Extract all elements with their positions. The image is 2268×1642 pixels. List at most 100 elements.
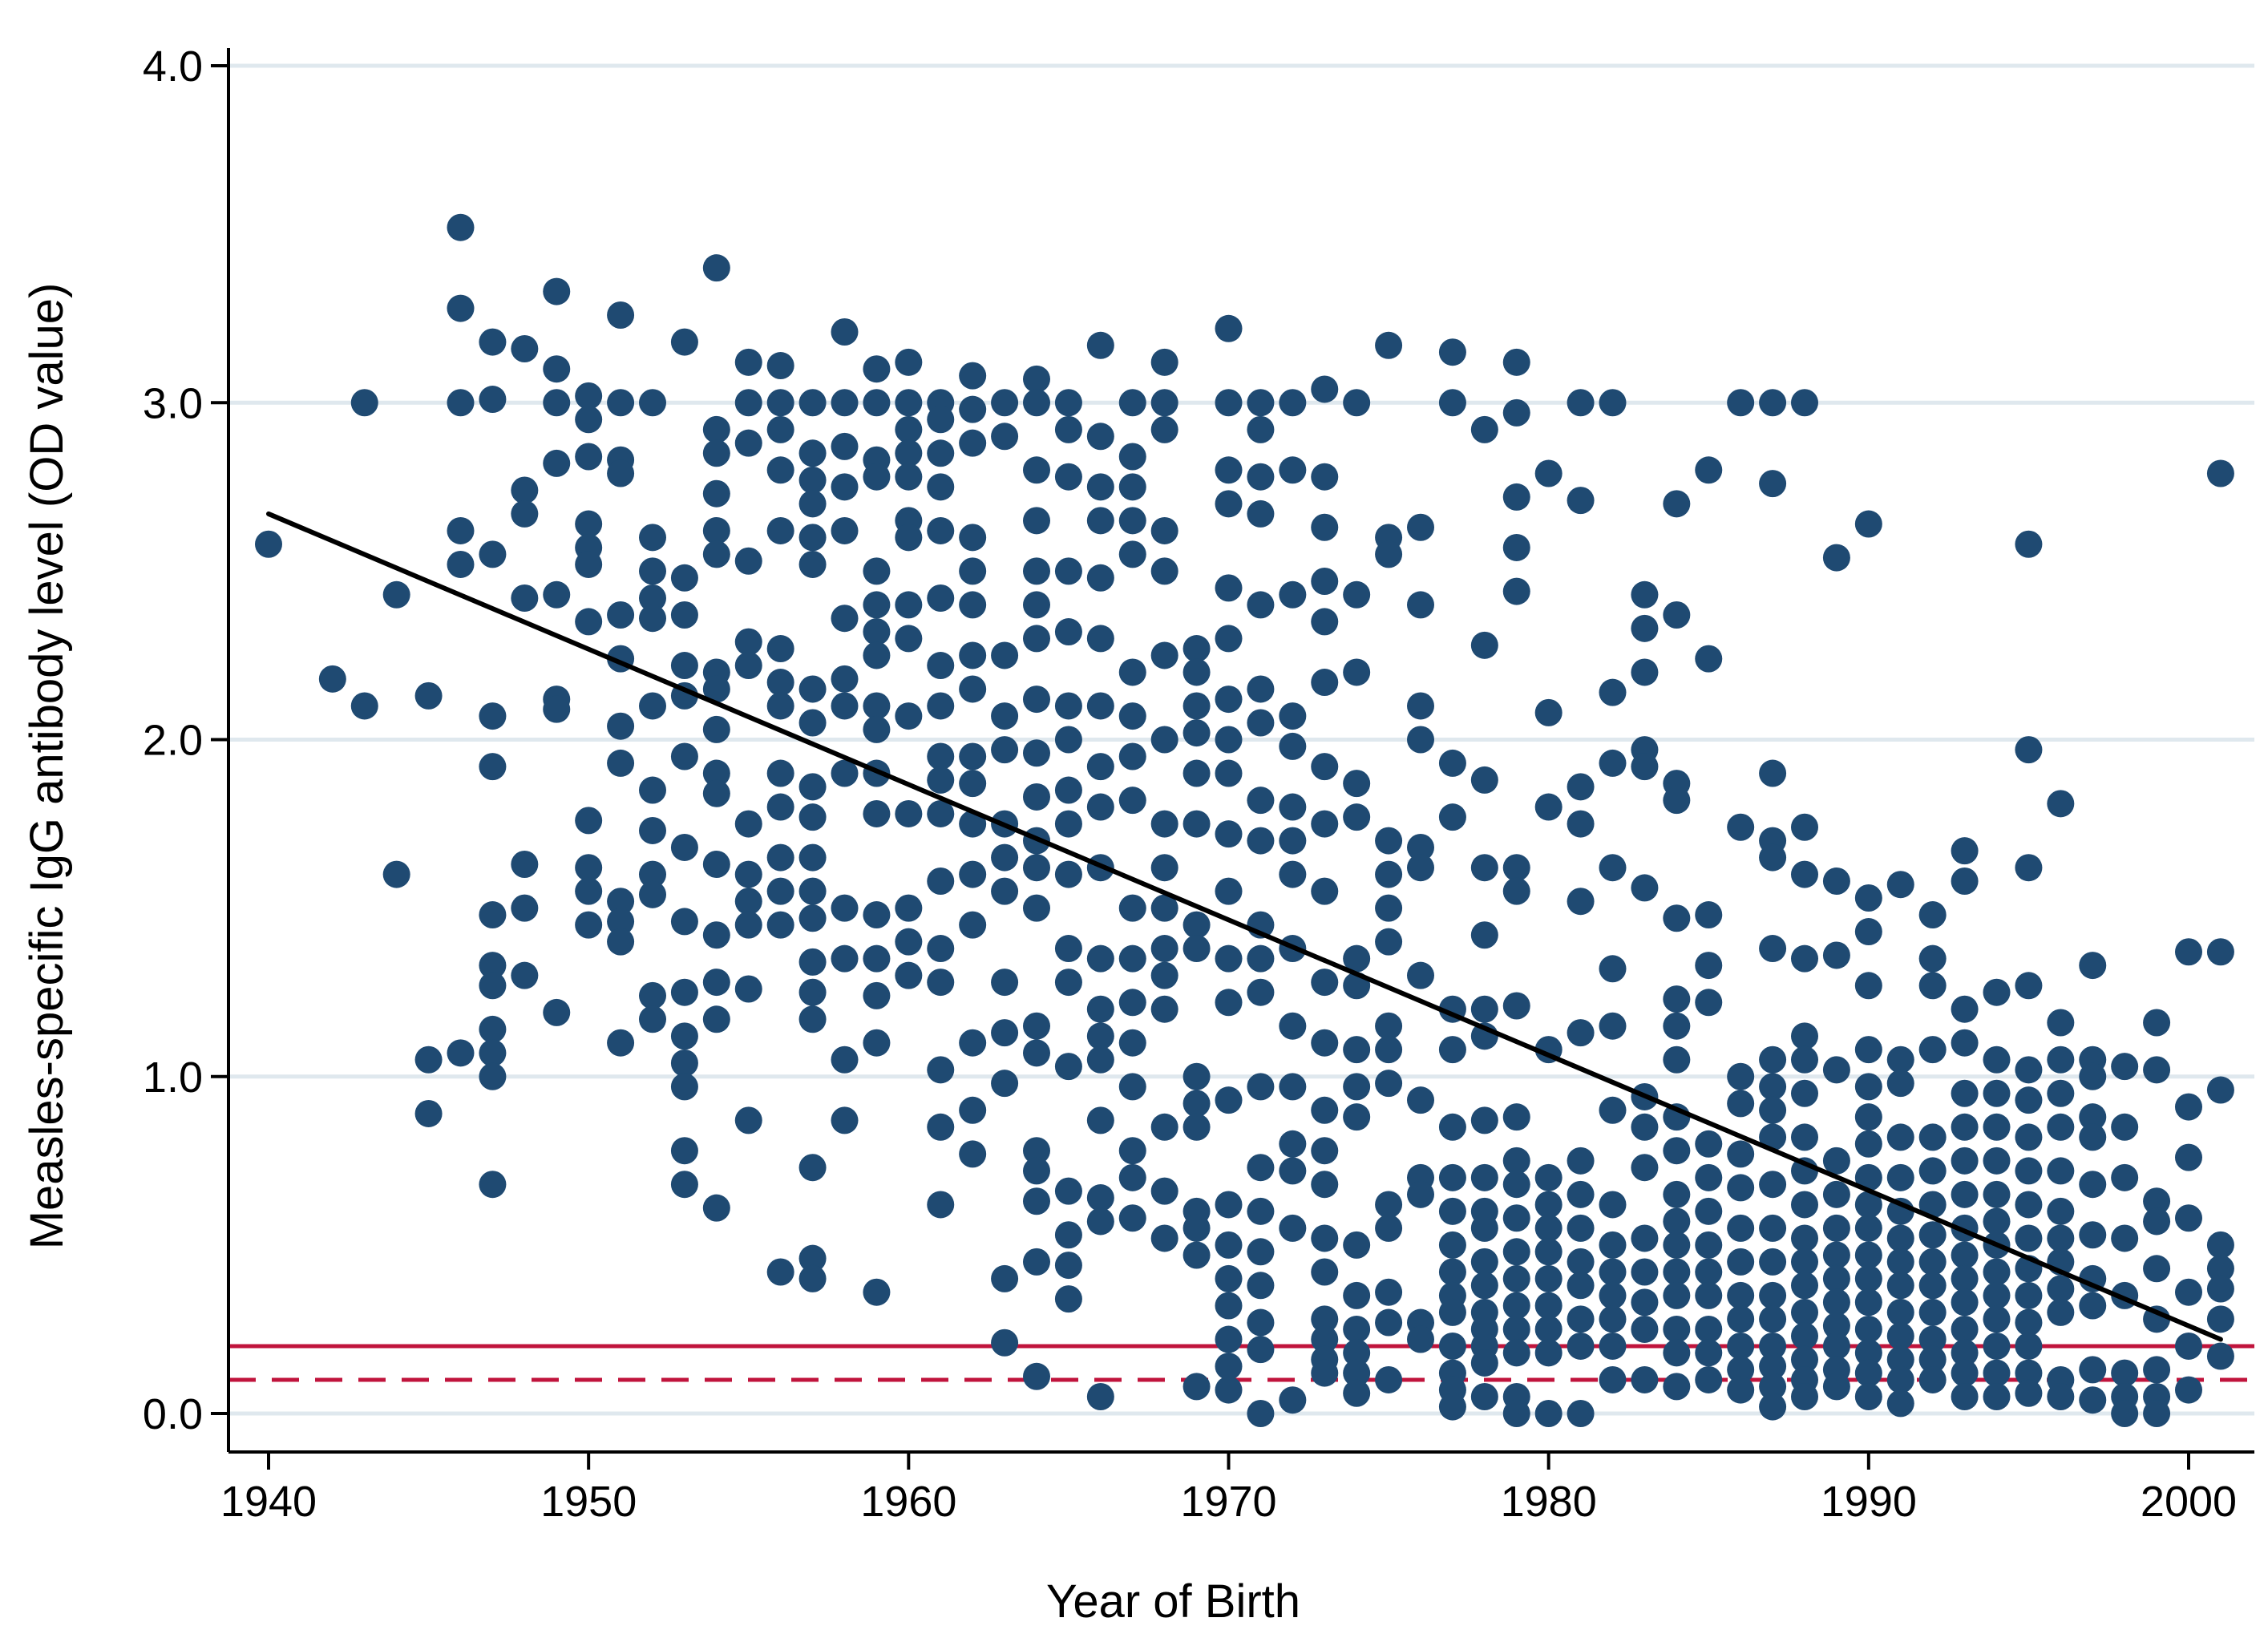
data-point bbox=[1247, 499, 1275, 528]
data-point bbox=[1023, 739, 1050, 767]
data-point bbox=[1727, 1248, 1755, 1276]
data-point bbox=[1215, 944, 1243, 973]
data-point bbox=[1311, 1258, 1339, 1286]
data-point bbox=[991, 877, 1019, 905]
data-point bbox=[798, 1154, 827, 1182]
data-point bbox=[1086, 507, 1114, 535]
data-point bbox=[1438, 1258, 1466, 1286]
data-point bbox=[1567, 810, 1595, 838]
data-point bbox=[1502, 877, 1530, 905]
data-point bbox=[927, 799, 955, 827]
data-point bbox=[863, 715, 891, 743]
data-point bbox=[1311, 375, 1339, 403]
data-point bbox=[1438, 1231, 1466, 1259]
data-point bbox=[1407, 692, 1434, 720]
data-point bbox=[607, 712, 635, 740]
data-point bbox=[414, 681, 443, 710]
data-point bbox=[1854, 1315, 1882, 1343]
data-point bbox=[1502, 992, 1530, 1020]
data-point bbox=[1854, 1163, 1882, 1191]
data-point bbox=[1407, 854, 1434, 882]
data-point bbox=[1599, 1231, 1627, 1259]
data-point bbox=[607, 928, 635, 956]
data-point bbox=[2206, 1342, 2234, 1370]
data-point bbox=[1086, 1382, 1114, 1410]
data-point bbox=[1438, 1163, 1466, 1191]
data-point bbox=[607, 888, 635, 916]
data-point bbox=[1534, 793, 1563, 821]
x-tick-label: 2000 bbox=[2141, 1478, 2237, 1526]
data-points bbox=[255, 213, 2234, 1427]
data-point bbox=[1086, 625, 1114, 653]
data-point bbox=[734, 652, 762, 680]
data-point bbox=[1854, 1288, 1882, 1316]
data-point bbox=[1822, 1147, 1850, 1175]
data-point bbox=[1118, 658, 1146, 686]
data-point bbox=[2047, 1045, 2075, 1074]
data-point bbox=[1951, 1288, 1979, 1316]
y-tick-label: 2.0 bbox=[143, 717, 203, 765]
data-point bbox=[1407, 961, 1434, 989]
data-point bbox=[1695, 1339, 1723, 1367]
data-point bbox=[1663, 1207, 1691, 1236]
data-point bbox=[1759, 389, 1787, 417]
data-point bbox=[639, 860, 666, 888]
data-point bbox=[575, 911, 603, 939]
data-point bbox=[863, 641, 891, 669]
data-point bbox=[895, 524, 923, 552]
data-point bbox=[2143, 1187, 2171, 1215]
data-point bbox=[1759, 843, 1787, 872]
data-point bbox=[1886, 1045, 1914, 1074]
data-point bbox=[1951, 868, 1979, 896]
data-point bbox=[927, 1113, 955, 1141]
data-point bbox=[927, 969, 955, 997]
data-point bbox=[1502, 577, 1530, 605]
data-point bbox=[1695, 1365, 1723, 1393]
data-point bbox=[447, 516, 475, 544]
data-point bbox=[863, 1278, 891, 1306]
data-point bbox=[766, 911, 794, 939]
data-point bbox=[670, 1137, 698, 1165]
data-point bbox=[1118, 742, 1146, 770]
data-point bbox=[1023, 1039, 1050, 1067]
data-point bbox=[1150, 1113, 1178, 1141]
data-point bbox=[959, 591, 987, 619]
data-point bbox=[1791, 1248, 1818, 1276]
data-point bbox=[1086, 753, 1114, 781]
data-point bbox=[959, 742, 987, 770]
data-point bbox=[1791, 1079, 1818, 1107]
data-point bbox=[1502, 1339, 1530, 1367]
data-point bbox=[1150, 557, 1178, 585]
data-point bbox=[1215, 389, 1243, 417]
data-point bbox=[895, 799, 923, 827]
x-tick-label: 1950 bbox=[540, 1478, 637, 1526]
data-point bbox=[1663, 1339, 1691, 1367]
data-point bbox=[447, 550, 475, 578]
data-point bbox=[1470, 854, 1498, 882]
data-point bbox=[1150, 1224, 1178, 1252]
data-point bbox=[895, 439, 923, 467]
data-point bbox=[1086, 564, 1114, 592]
data-point bbox=[1759, 1353, 1787, 1381]
data-point bbox=[255, 530, 282, 558]
data-point bbox=[2111, 1224, 2139, 1252]
data-point bbox=[1886, 1123, 1914, 1151]
data-point bbox=[798, 439, 827, 467]
data-point bbox=[927, 935, 955, 963]
data-point bbox=[2206, 1231, 2234, 1259]
data-point bbox=[991, 1070, 1019, 1098]
data-point bbox=[959, 362, 987, 390]
data-point bbox=[927, 766, 955, 794]
data-point bbox=[1759, 1332, 1787, 1360]
data-point bbox=[414, 1045, 443, 1074]
data-point bbox=[1886, 1272, 1914, 1300]
y-tick-label: 4.0 bbox=[143, 42, 203, 91]
data-point bbox=[1438, 749, 1466, 777]
data-point bbox=[479, 1062, 507, 1090]
data-point bbox=[2015, 1191, 2043, 1219]
data-point bbox=[607, 908, 635, 936]
data-point bbox=[766, 759, 794, 787]
data-point bbox=[863, 799, 891, 827]
data-point bbox=[927, 584, 955, 612]
